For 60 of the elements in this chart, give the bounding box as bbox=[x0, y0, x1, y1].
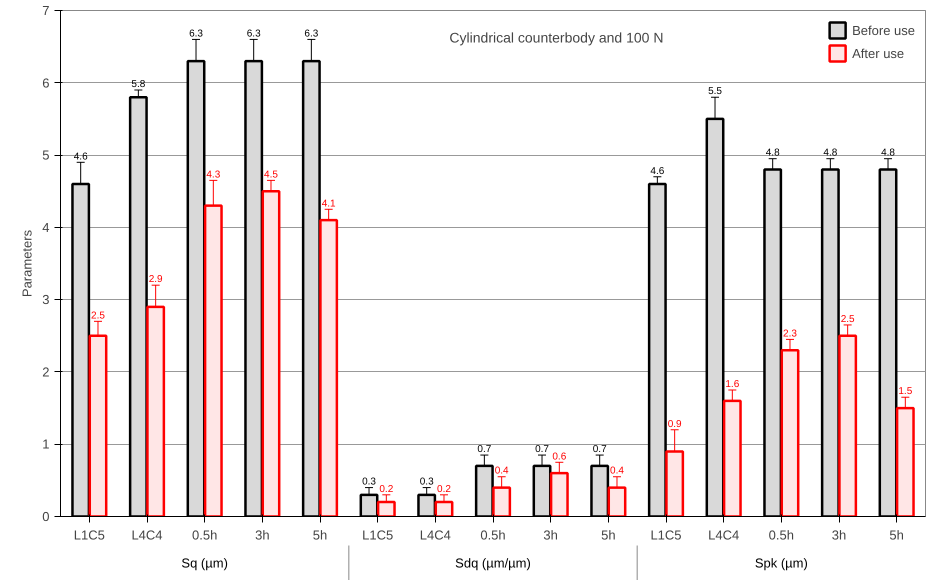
data-label: 6.3 bbox=[189, 28, 204, 40]
data-label: 1.5 bbox=[898, 386, 913, 398]
x-tick-label: 5h bbox=[889, 528, 904, 542]
data-label: 0.4 bbox=[610, 466, 624, 477]
data-label: 4.6 bbox=[74, 151, 88, 162]
data-label: 0.9 bbox=[668, 418, 682, 430]
x-tick-label: 3h bbox=[255, 528, 270, 542]
y-tick-label: 5 bbox=[42, 148, 50, 163]
data-label: 4.8 bbox=[766, 148, 780, 159]
data-label: 2.5 bbox=[91, 310, 106, 322]
data-label: 4.5 bbox=[264, 169, 278, 180]
data-label: 0.2 bbox=[437, 484, 452, 495]
y-axis-title: Parameters bbox=[19, 229, 34, 298]
text: Cylindrical counterbody and 100 N bbox=[449, 30, 664, 46]
y-tick-label: 1 bbox=[42, 436, 50, 452]
data-label: 4.6 bbox=[650, 166, 665, 177]
x-tick-label: 5h bbox=[312, 528, 328, 542]
data-label: 4.8 bbox=[881, 148, 896, 159]
data-label: 0.2 bbox=[379, 484, 394, 495]
data-label: 2.9 bbox=[148, 274, 164, 286]
x-tick-label: 0.5h bbox=[480, 528, 506, 542]
data-label: 0.4 bbox=[494, 466, 510, 477]
data-label: 2.5 bbox=[840, 314, 856, 325]
data-label: 4.1 bbox=[322, 198, 336, 210]
x-tick-label: 5h bbox=[601, 528, 616, 542]
x-tick-label: L4C4 bbox=[131, 528, 163, 542]
data-label: 0.7 bbox=[535, 444, 550, 456]
x-tick-label: L4C4 bbox=[708, 528, 740, 542]
data-label: 5.5 bbox=[708, 86, 722, 98]
y-tick-label: 0 bbox=[42, 509, 50, 524]
data-label: 6.3 bbox=[304, 28, 319, 40]
data-label: 0.7 bbox=[592, 444, 608, 456]
y-tick-label: 3 bbox=[42, 292, 50, 308]
legend-label: Before use bbox=[852, 22, 915, 38]
x-tick-label: L4C4 bbox=[420, 528, 451, 542]
y-tick-label: 6 bbox=[42, 75, 50, 90]
y-tick-label: 2 bbox=[42, 364, 50, 380]
data-label: 0.3 bbox=[362, 476, 376, 488]
x-tick-label: 0.5h bbox=[768, 528, 794, 542]
data-label: 4.3 bbox=[206, 169, 221, 180]
y-tick-label: 7 bbox=[42, 3, 50, 18]
x-tick-label: L1C5 bbox=[650, 528, 682, 542]
text: Spk (µm) bbox=[754, 556, 808, 570]
x-tick-label: 0.5h bbox=[192, 528, 218, 542]
x-tick-label: 3h bbox=[543, 528, 558, 542]
legend-label: After use bbox=[852, 46, 904, 60]
x-tick-label: L1C5 bbox=[74, 528, 105, 542]
text: Sq (µm) bbox=[181, 556, 228, 570]
data-label: 0.6 bbox=[552, 451, 567, 462]
data-label: 6.3 bbox=[246, 28, 262, 40]
data-label: 2.3 bbox=[783, 328, 798, 340]
y-tick-label: 4 bbox=[42, 220, 50, 235]
x-tick-label: 3h bbox=[832, 528, 846, 542]
x-tick-label: L1C5 bbox=[362, 528, 394, 542]
data-label: 0.7 bbox=[477, 444, 492, 456]
data-label: 1.6 bbox=[725, 379, 740, 390]
data-label: 0.3 bbox=[420, 476, 434, 488]
data-label: 5.8 bbox=[131, 79, 146, 90]
text: Sdq (µm/µm) bbox=[455, 556, 531, 570]
data-label: 4.8 bbox=[823, 148, 838, 159]
